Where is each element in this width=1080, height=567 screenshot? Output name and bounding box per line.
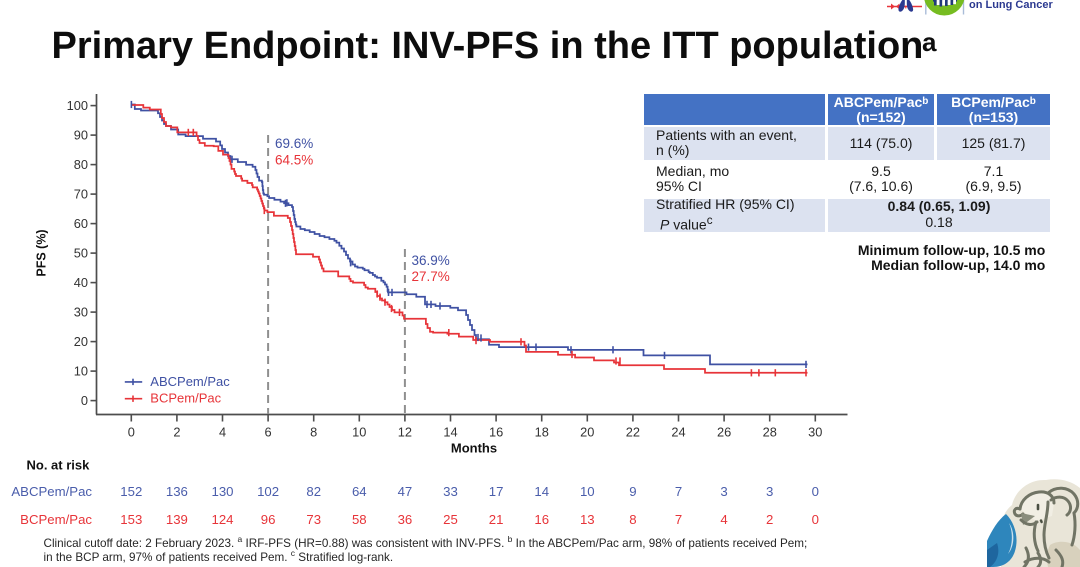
svg-text:36: 36 xyxy=(398,512,413,527)
svg-text:40: 40 xyxy=(74,275,88,290)
svg-text:58: 58 xyxy=(352,512,367,527)
svg-text:18: 18 xyxy=(535,425,549,440)
svg-text:70: 70 xyxy=(74,187,88,202)
svg-text:13: 13 xyxy=(580,512,595,527)
svg-text:10: 10 xyxy=(352,425,366,440)
svg-text:28: 28 xyxy=(763,425,777,440)
svg-text:ABCPem/Pac: ABCPem/Pac xyxy=(150,374,230,389)
svg-text:152: 152 xyxy=(120,484,142,499)
svg-text:96: 96 xyxy=(261,512,276,527)
svg-text:30: 30 xyxy=(808,425,822,440)
svg-text:21: 21 xyxy=(489,512,504,527)
svg-text:22: 22 xyxy=(626,425,640,440)
svg-text:73: 73 xyxy=(306,512,321,527)
svg-text:Months: Months xyxy=(451,440,497,455)
svg-text:47: 47 xyxy=(398,484,413,499)
svg-text:136: 136 xyxy=(166,484,188,499)
svg-text:0: 0 xyxy=(812,512,819,527)
svg-text:33: 33 xyxy=(443,484,458,499)
svg-text:30: 30 xyxy=(74,305,88,320)
svg-text:4: 4 xyxy=(720,512,727,527)
svg-text:36.9%: 36.9% xyxy=(412,253,450,268)
svg-text:0: 0 xyxy=(128,425,135,440)
svg-text:64: 64 xyxy=(352,484,367,499)
svg-text:ABCPem/Pac: ABCPem/Pac xyxy=(11,484,92,499)
svg-text:2: 2 xyxy=(173,425,180,440)
svg-text:2: 2 xyxy=(766,512,773,527)
svg-text:0: 0 xyxy=(81,393,88,408)
svg-text:17: 17 xyxy=(489,484,504,499)
svg-text:10: 10 xyxy=(74,364,88,379)
svg-text:3: 3 xyxy=(720,484,727,499)
svg-text:8: 8 xyxy=(629,512,636,527)
svg-text:9: 9 xyxy=(629,484,636,499)
svg-text:64.5%: 64.5% xyxy=(275,152,313,167)
svg-text:14: 14 xyxy=(534,484,549,499)
svg-text:82: 82 xyxy=(306,484,321,499)
svg-text:27.7%: 27.7% xyxy=(412,269,450,284)
svg-text:PFS (%): PFS (%) xyxy=(35,229,49,276)
svg-text:20: 20 xyxy=(580,425,594,440)
svg-text:BCPem/Pac: BCPem/Pac xyxy=(150,391,221,406)
svg-text:24: 24 xyxy=(671,425,685,440)
svg-text:16: 16 xyxy=(489,425,503,440)
svg-text:7: 7 xyxy=(675,484,682,499)
svg-text:20: 20 xyxy=(74,334,88,349)
svg-text:14: 14 xyxy=(443,425,457,440)
svg-text:100: 100 xyxy=(67,98,88,113)
svg-text:102: 102 xyxy=(257,484,279,499)
svg-text:26: 26 xyxy=(717,425,731,440)
svg-text:16: 16 xyxy=(534,512,549,527)
svg-text:6: 6 xyxy=(265,425,272,440)
svg-text:124: 124 xyxy=(211,512,233,527)
svg-text:130: 130 xyxy=(211,484,233,499)
svg-text:153: 153 xyxy=(120,512,142,527)
svg-text:69.6%: 69.6% xyxy=(275,136,313,151)
svg-text:4: 4 xyxy=(219,425,226,440)
svg-text:90: 90 xyxy=(74,128,88,143)
svg-text:25: 25 xyxy=(443,512,458,527)
svg-text:139: 139 xyxy=(166,512,188,527)
svg-text:3: 3 xyxy=(766,484,773,499)
svg-text:No. at risk: No. at risk xyxy=(27,458,91,473)
svg-text:12: 12 xyxy=(398,425,412,440)
svg-text:0: 0 xyxy=(812,484,819,499)
svg-text:80: 80 xyxy=(74,157,88,172)
svg-text:10: 10 xyxy=(580,484,595,499)
svg-text:60: 60 xyxy=(74,216,88,231)
svg-text:7: 7 xyxy=(675,512,682,527)
svg-text:50: 50 xyxy=(74,246,88,261)
svg-text:BCPem/Pac: BCPem/Pac xyxy=(20,512,92,527)
svg-text:8: 8 xyxy=(310,425,317,440)
